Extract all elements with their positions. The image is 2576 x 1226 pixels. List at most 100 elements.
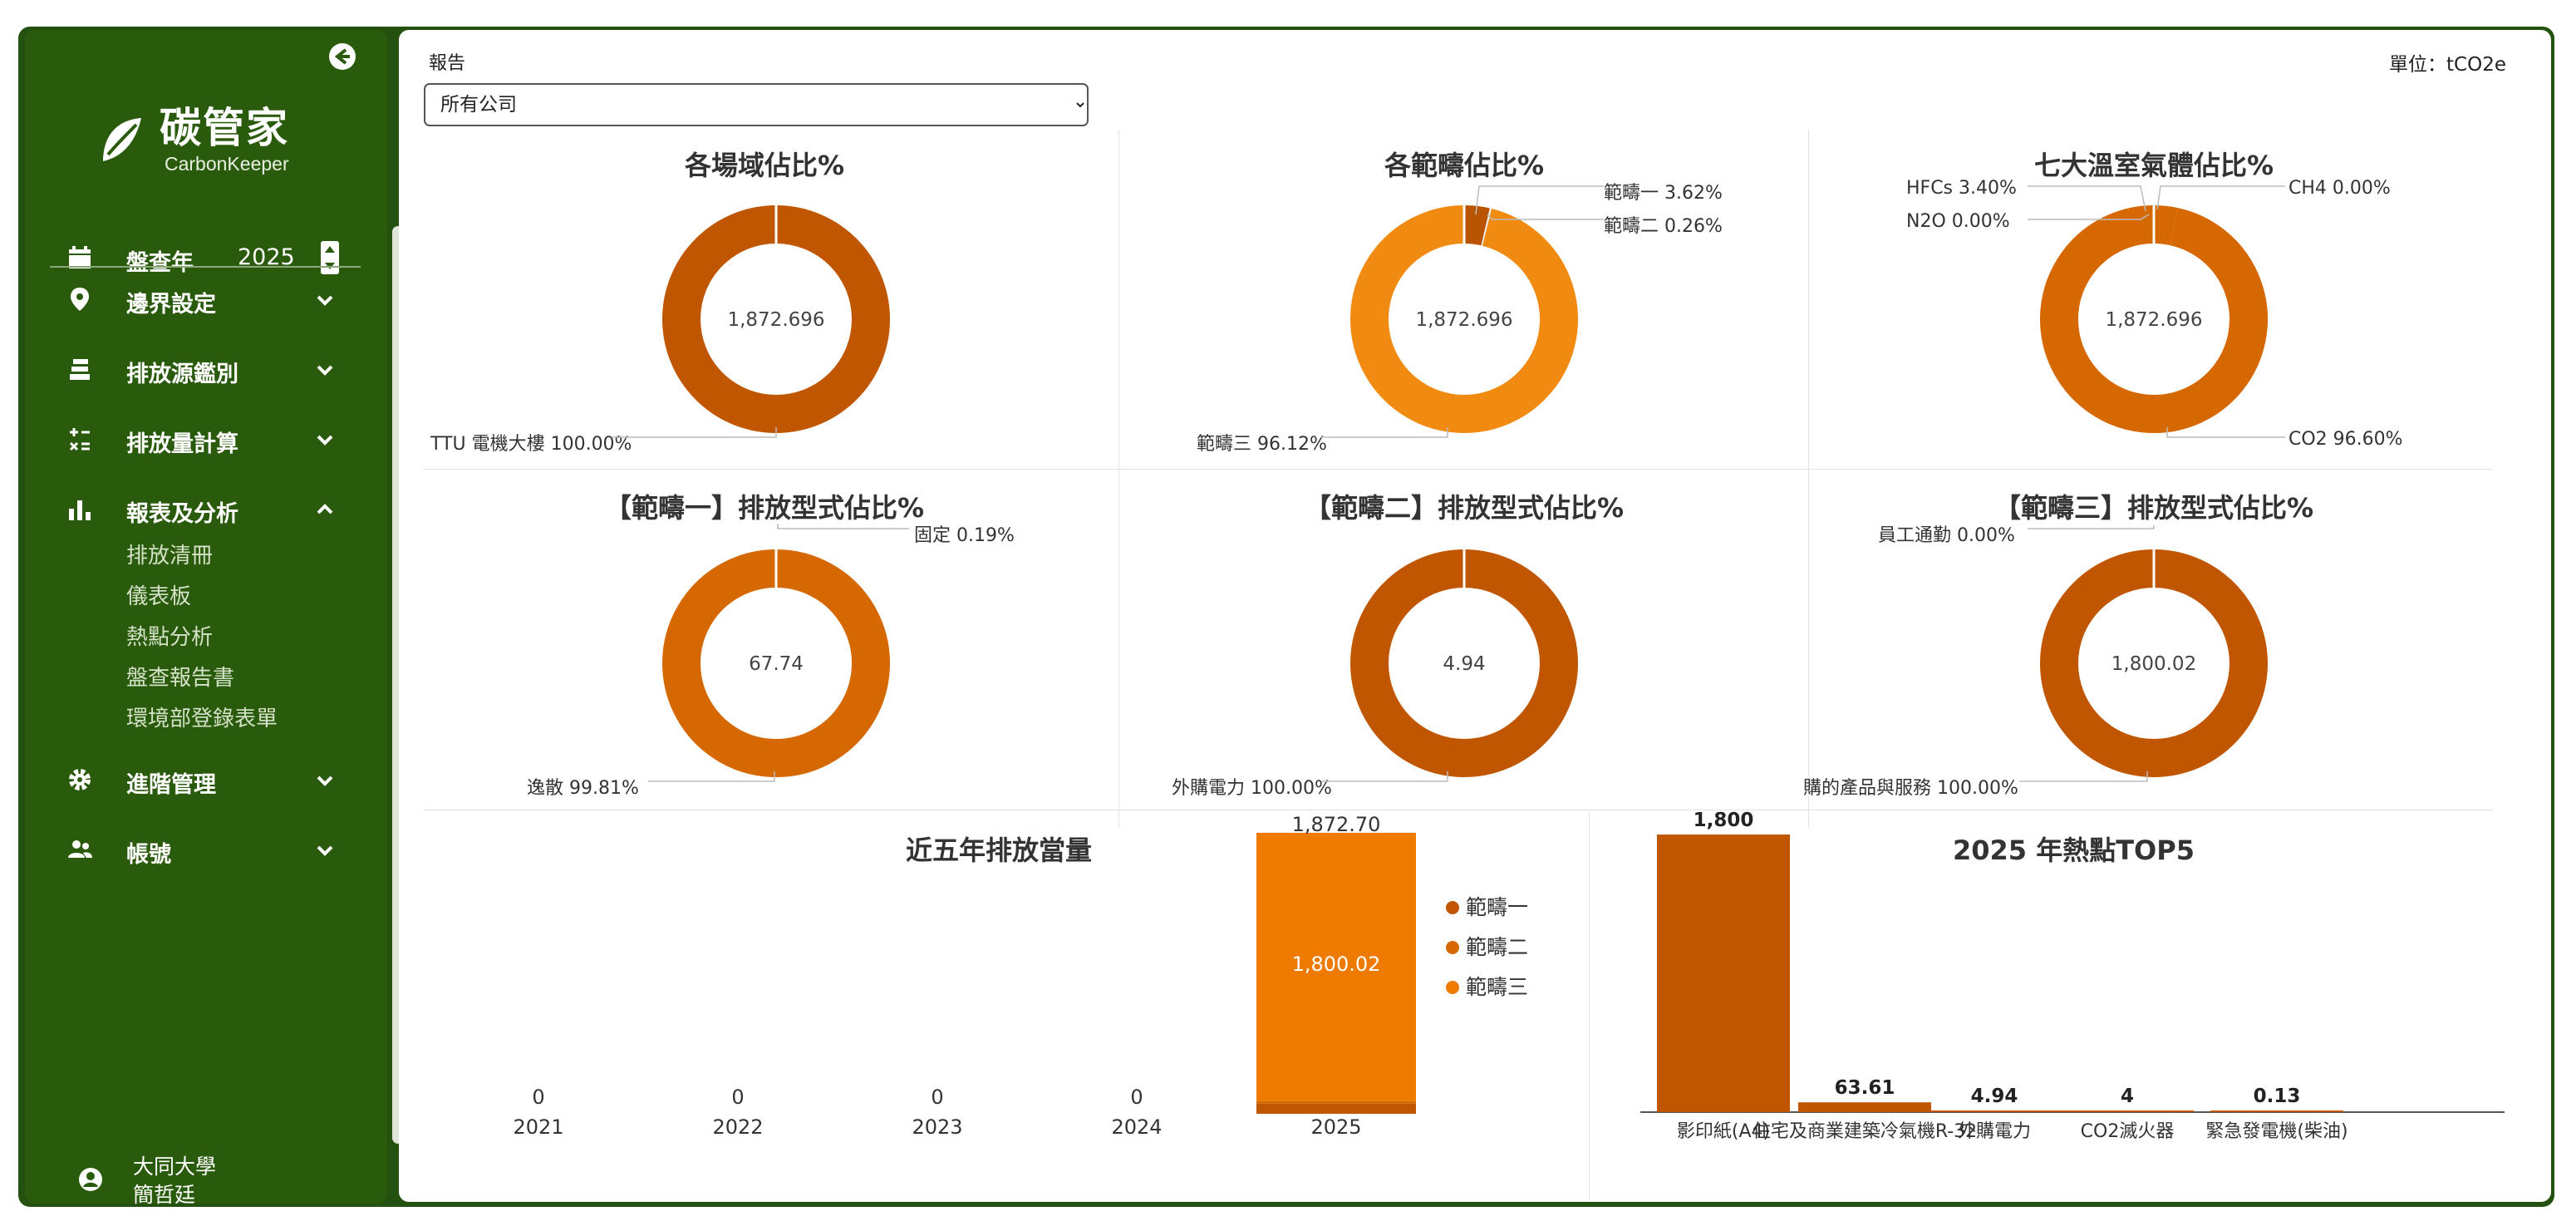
- year-stepper[interactable]: [321, 241, 339, 274]
- slice-label: 外購電力 100.00%: [1172, 778, 1332, 799]
- chevron-up-icon: [317, 504, 333, 515]
- sidebar-subitem-report[interactable]: 盤查報告書: [126, 666, 235, 691]
- chevron-down-icon: [317, 365, 333, 376]
- chart-title: 【範疇三】排放型式佔比%: [1993, 492, 2314, 524]
- slice-label: 範疇三 96.12%: [1197, 434, 1327, 455]
- x-tick-label: 住宅及商業建築冷氣機R-32: [1753, 1121, 1977, 1142]
- legend-marker[interactable]: [1446, 941, 1459, 954]
- donut-slice[interactable]: [662, 549, 890, 777]
- grid-divider: [424, 469, 2493, 470]
- donut-chart: 1,800.02: [2040, 549, 2268, 777]
- bar-total-label: 0: [931, 1086, 943, 1109]
- donut-slice[interactable]: [2040, 205, 2268, 433]
- x-tick-label: 影印紙(A4): [1677, 1121, 1770, 1142]
- app-title: 碳管家: [160, 104, 289, 152]
- bar-segment[interactable]: [1256, 1103, 1416, 1114]
- chevron-down-icon: [317, 775, 333, 786]
- grid-divider: [1808, 130, 1809, 828]
- top5-chart: 1,800 影印紙(A4) 63.61 住宅及商業建築冷氣機R-32 4.94 外購電力 4…: [1640, 811, 2505, 1142]
- bar[interactable]: [1798, 1102, 1931, 1112]
- sidebar-subitem-moenv-form[interactable]: 環境部登錄表單: [126, 707, 278, 731]
- bar-total-label: 0: [1130, 1086, 1143, 1109]
- x-tick-label: 2022: [712, 1115, 763, 1139]
- stack-icon: [70, 359, 90, 380]
- slice-label: 範疇一 3.62%: [1604, 183, 1723, 204]
- segment-value-label: 1,800.02: [1292, 953, 1381, 976]
- x-tick-label: 外購電力: [1958, 1121, 2031, 1142]
- five-year-chart: 0 2021 0 2022 0 2023 0 2024 1,872.70 2025 1,800.02…: [513, 813, 1528, 1139]
- donut-center-total: 1,872.696: [2105, 309, 2202, 331]
- slice-label: 固定 0.19%: [914, 525, 1015, 546]
- bar-segment[interactable]: [1256, 832, 1416, 1101]
- chart-title: 各範疇佔比%: [1384, 150, 1545, 181]
- bar-value-label: 0.13: [2254, 1086, 2301, 1107]
- sidebar-subitem-hotspot[interactable]: 熱點分析: [126, 625, 214, 650]
- sidebar-item-account[interactable]: 帳號: [25, 825, 387, 874]
- collapse-sidebar-button[interactable]: [327, 42, 357, 71]
- user-name: 簡哲廷: [133, 1183, 196, 1207]
- bar-total-label: 0: [731, 1086, 744, 1109]
- x-tick-label: 2023: [912, 1115, 962, 1139]
- gear-icon: [69, 769, 91, 790]
- slice-label: 員工通勤 0.00%: [1878, 525, 2015, 546]
- sidebar-item-label: 排放源鑑別: [126, 362, 238, 387]
- chevron-down-icon: [317, 845, 333, 856]
- sidebar-subitem-dashboard[interactable]: 儀表板: [126, 584, 192, 609]
- company-select[interactable]: 所有公司: [424, 83, 1089, 126]
- bar-value-label: 4.94: [1971, 1086, 2018, 1107]
- users-icon: [68, 840, 92, 858]
- slice-label: 購的產品與服務 100.00%: [1803, 778, 2018, 799]
- donut-slice[interactable]: [2153, 205, 2179, 246]
- sidebar-divider: [50, 266, 361, 268]
- chart-title: 【範疇二】排放型式佔比%: [1304, 492, 1625, 524]
- legend-marker[interactable]: [1446, 901, 1459, 914]
- donut-center-total: 1,800.02: [2111, 653, 2196, 675]
- sidebar-item-label: 排放量計算: [126, 431, 238, 457]
- logo: 碳管家 CarbonKeeper: [76, 91, 342, 199]
- sidebar-item-advanced[interactable]: 進階管理: [25, 755, 387, 805]
- donut-chart: 4.94: [1350, 549, 1578, 777]
- user-profile[interactable]: 大同大學 簡哲廷: [25, 1150, 387, 1209]
- legend-label[interactable]: 範疇一: [1466, 895, 1528, 919]
- bar-segment[interactable]: [1256, 1100, 1416, 1104]
- bar[interactable]: [1928, 1110, 2061, 1112]
- map-pin-icon: [71, 288, 89, 311]
- bar[interactable]: [2210, 1110, 2343, 1112]
- legend-marker[interactable]: [1446, 981, 1459, 994]
- x-tick-label: 2021: [513, 1115, 563, 1139]
- bar[interactable]: [1657, 835, 1790, 1112]
- bar-chart-icon: [69, 500, 91, 520]
- bar-value-label: 1,800: [1694, 811, 1754, 831]
- main-panel: 報告 單位：tCO2e 所有公司 各場域佔比% 1,872.696 TTU 電機大樓…: [399, 30, 2551, 1202]
- sidebar-item-boundary[interactable]: 邊界設定: [25, 274, 387, 324]
- donut-center-total: 4.94: [1443, 653, 1485, 675]
- donut-chart: 1,872.696: [1350, 205, 1578, 433]
- chart-title: 2025 年熱點TOP5: [1953, 835, 2195, 866]
- sidebar-subitem-inventory[interactable]: 排放清冊: [126, 544, 214, 569]
- leaf-logo-icon: [103, 118, 141, 161]
- x-tick-label: 2025: [1310, 1115, 1361, 1139]
- sidebar: 碳管家 CarbonKeeper 盤查年 2025 邊界設定 排放源鑑別 排放量…: [25, 30, 404, 1207]
- sidebar-item-emission-calc[interactable]: 排放量計算: [25, 414, 387, 464]
- legend-label[interactable]: 範疇二: [1466, 935, 1528, 959]
- app-subtitle: CarbonKeeper: [165, 153, 289, 175]
- chart-title: 【範疇一】排放型式佔比%: [604, 492, 925, 524]
- slice-label: N2O 0.00%: [1906, 211, 2010, 232]
- donut-slice[interactable]: [1463, 205, 1490, 246]
- sidebar-item-source-identification[interactable]: 排放源鑑別: [25, 344, 387, 394]
- bar[interactable]: [2061, 1110, 2194, 1112]
- slice-label: CH4 0.00%: [2288, 178, 2391, 199]
- donut-center-total: 1,872.696: [727, 309, 824, 331]
- donut-slice[interactable]: [1350, 205, 1578, 433]
- x-tick-label: 2024: [1111, 1115, 1162, 1139]
- bar-total-label: 0: [532, 1086, 544, 1109]
- legend-label[interactable]: 範疇三: [1466, 975, 1528, 999]
- sidebar-item-label: 進階管理: [126, 772, 216, 798]
- user-circle-icon: [79, 1168, 102, 1191]
- slice-label: TTU 電機大樓 100.00%: [430, 434, 632, 455]
- sidebar-item-reports[interactable]: 報表及分析: [25, 484, 387, 534]
- x-tick-label: 緊急發電機(柴油): [2205, 1121, 2347, 1142]
- sidebar-item-label: 邊界設定: [126, 292, 216, 318]
- stepper-arrows-icon: [325, 246, 335, 269]
- unit-label: 單位：tCO2e: [2389, 54, 2506, 76]
